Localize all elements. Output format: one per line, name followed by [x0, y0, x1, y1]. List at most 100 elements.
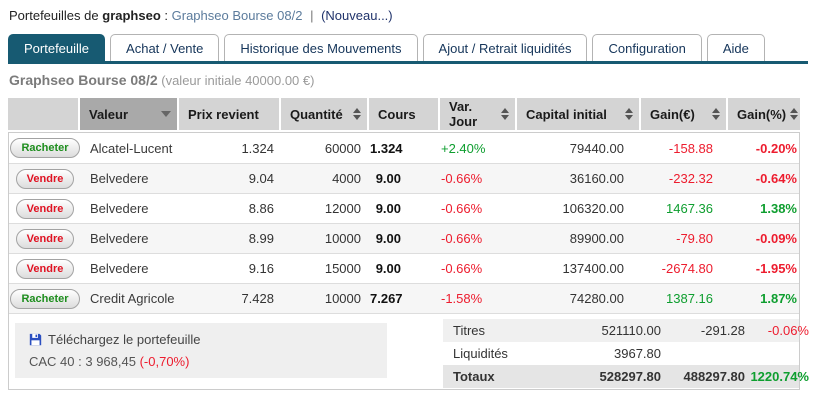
- sort-desc-icon: [161, 111, 171, 117]
- portfolio-subtitle-detail: (valeur initiale 40000.00 €): [161, 73, 315, 88]
- var-jour: -0.66%: [441, 261, 483, 276]
- summary-row-totaux: Totaux 528297.80 488297.80 1220.74%: [443, 365, 809, 388]
- sort-icon: [625, 108, 633, 120]
- cac40-variation: (-0,70%): [139, 354, 190, 369]
- floppy-disk-icon: [29, 333, 42, 346]
- tab-historique-mouvements[interactable]: Historique des Mouvements: [224, 34, 418, 61]
- breadcrumb-prefix: Portefeuilles de: [9, 8, 99, 23]
- gain-pct: -0.20%: [755, 140, 797, 156]
- new-portfolio-link[interactable]: (Nouveau...): [321, 8, 393, 23]
- var-jour: +2.40%: [441, 140, 486, 156]
- portfolio-name-link[interactable]: Graphseo Bourse 08/2: [171, 8, 303, 23]
- summary-capital: 528297.80: [599, 369, 661, 384]
- header-capital-initial[interactable]: Capital initial: [517, 98, 641, 130]
- vendre-button[interactable]: Vendre: [15, 198, 75, 219]
- quantite: 10000: [324, 231, 361, 246]
- sort-icon: [712, 108, 720, 120]
- cac40-quote: CAC 40 : 3 968,45 (-0,70%): [29, 354, 373, 369]
- prix-revient: 8.86: [248, 201, 274, 216]
- summary-label: Liquidités: [453, 346, 508, 361]
- table-row: Racheter Alcatel-Lucent 1.324 60000 1.32…: [9, 133, 799, 163]
- tab-ajout-retrait-liquidites[interactable]: Ajout / Retrait liquidités: [422, 34, 588, 61]
- breadcrumb-pipe: |: [310, 8, 314, 23]
- var-jour: -0.66%: [441, 171, 483, 186]
- quantite: 15000: [324, 261, 361, 276]
- download-label: Téléchargez le portefeuille: [48, 332, 201, 347]
- username: graphseo: [102, 8, 161, 23]
- cours: 9.00: [375, 261, 401, 276]
- quantite: 4000: [332, 171, 361, 186]
- stock-name: Belvedere: [90, 261, 149, 276]
- portfolio-subtitle-name: Graphseo Bourse 08/2: [9, 72, 158, 88]
- portfolio-subtitle: Graphseo Bourse 08/2 (valeur initiale 40…: [9, 72, 816, 88]
- summary-gain-pct: -0.06%: [767, 323, 809, 338]
- table-row: Vendre Belvedere 9.04 4000 9.00 -0.66% 3…: [9, 163, 799, 193]
- header-gain-eur[interactable]: Gain(€): [641, 98, 728, 130]
- racheter-button[interactable]: Racheter: [10, 288, 80, 309]
- gain-eur: -2674.80: [661, 261, 713, 276]
- racheter-button[interactable]: Racheter: [10, 138, 80, 158]
- header-cours[interactable]: Cours: [369, 98, 440, 130]
- stock-name: Belvedere: [90, 231, 149, 246]
- stock-name: Belvedere: [90, 201, 149, 216]
- capital-initial: 79440.00: [569, 140, 624, 156]
- quantite: 12000: [324, 201, 361, 216]
- capital-initial: 137400.00: [562, 261, 624, 276]
- var-jour: -0.66%: [441, 231, 483, 246]
- table-row: Vendre Belvedere 8.99 10000 9.00 -0.66% …: [9, 223, 799, 253]
- summary-gain-eur: 488297.80: [683, 369, 745, 384]
- cac40-value: CAC 40 : 3 968,45: [29, 354, 136, 369]
- summary-block: Titres 521110.00 -291.28 -0.06% Liquidit…: [443, 319, 809, 388]
- summary-capital: 521110.00: [601, 323, 661, 338]
- tab-achat-vente[interactable]: Achat / Vente: [110, 34, 220, 61]
- header-var-jour[interactable]: Var. Jour: [440, 98, 517, 130]
- prix-revient: 8.99: [248, 231, 274, 246]
- summary-label: Titres: [453, 323, 486, 338]
- header-quantite[interactable]: Quantité: [281, 98, 369, 130]
- summary-row-titres: Titres 521110.00 -291.28 -0.06%: [443, 319, 809, 342]
- vendre-button[interactable]: Vendre: [15, 228, 75, 249]
- cours: 7.267: [370, 291, 403, 306]
- cours: 1.324: [370, 140, 403, 156]
- prix-revient: 7.428: [241, 291, 274, 306]
- table-footer: Téléchargez le portefeuille CAC 40 : 3 9…: [9, 313, 809, 389]
- stock-name: Belvedere: [90, 171, 149, 186]
- download-box: Téléchargez le portefeuille CAC 40 : 3 9…: [15, 323, 387, 378]
- stock-name: Alcatel-Lucent: [90, 140, 173, 156]
- tab-portefeuille[interactable]: Portefeuille: [8, 34, 106, 61]
- summary-capital: 3967.80: [614, 346, 661, 361]
- gain-pct: -0.09%: [755, 231, 797, 246]
- sort-icon: [501, 108, 509, 120]
- vendre-button[interactable]: Vendre: [15, 168, 75, 189]
- download-portfolio-link[interactable]: Téléchargez le portefeuille: [29, 332, 373, 347]
- cours: 9.00: [375, 201, 401, 216]
- table-row: Racheter Credit Agricole 7.428 10000 7.2…: [9, 283, 799, 313]
- var-jour: -1.58%: [441, 291, 483, 306]
- stock-name: Credit Agricole: [90, 291, 175, 306]
- prix-revient: 9.04: [248, 171, 274, 186]
- tab-aide[interactable]: Aide: [706, 34, 765, 61]
- header-prix-revient[interactable]: Prix revient: [179, 98, 281, 130]
- gain-pct: 1.38%: [760, 201, 797, 216]
- tab-configuration[interactable]: Configuration: [592, 34, 702, 61]
- capital-initial: 74280.00: [569, 291, 624, 306]
- tab-bar: Portefeuille Achat / Vente Historique de…: [8, 34, 808, 64]
- gain-pct: -0.64%: [755, 171, 797, 186]
- gain-eur: -232.32: [668, 171, 713, 186]
- summary-gain-eur: -291.28: [700, 323, 745, 338]
- table-body: Racheter Alcatel-Lucent 1.324 60000 1.32…: [8, 132, 809, 390]
- breadcrumb: Portefeuilles de graphseo : Graphseo Bou…: [0, 0, 816, 23]
- gain-eur: -79.80: [676, 231, 713, 246]
- summary-gain-pct: 1220.74%: [750, 369, 809, 384]
- breadcrumb-colon: :: [164, 8, 169, 23]
- header-gain-pct[interactable]: Gain(%): [728, 98, 800, 130]
- vendre-button[interactable]: Vendre: [15, 258, 75, 279]
- table-row: Vendre Belvedere 8.86 12000 9.00 -0.66% …: [9, 193, 799, 223]
- gain-eur: 1467.36: [666, 201, 713, 216]
- capital-initial: 106320.00: [562, 201, 624, 216]
- header-valeur[interactable]: Valeur: [80, 98, 179, 130]
- prix-revient: 1.324: [241, 140, 274, 156]
- quantite: 60000: [324, 140, 361, 156]
- prix-revient: 9.16: [248, 261, 274, 276]
- gain-pct: 1.87%: [760, 291, 797, 306]
